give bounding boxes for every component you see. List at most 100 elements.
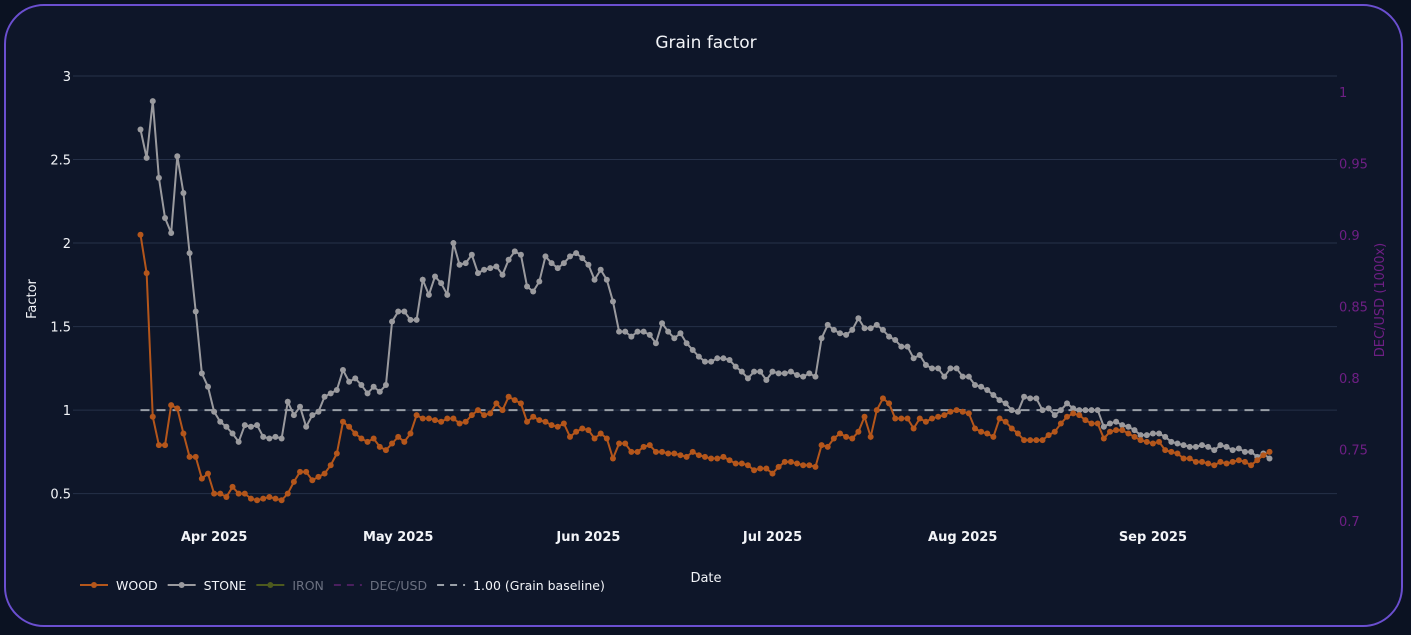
- legend-label: 1.00 (Grain baseline): [473, 578, 605, 593]
- data-point: [971, 382, 978, 389]
- data-point: [180, 189, 187, 196]
- data-point: [910, 355, 917, 362]
- legend-item-iron[interactable]: IRON: [256, 578, 324, 593]
- data-point: [843, 433, 850, 440]
- data-point: [990, 433, 997, 440]
- data-point: [266, 435, 273, 442]
- data-point: [628, 448, 635, 455]
- data-point: [1143, 432, 1150, 439]
- data-point: [892, 415, 899, 422]
- data-point: [413, 316, 420, 323]
- data-point: [204, 383, 211, 390]
- data-point: [235, 490, 242, 497]
- data-point: [1008, 407, 1015, 414]
- data-point: [511, 248, 518, 255]
- data-point: [898, 343, 905, 350]
- data-point: [315, 473, 322, 480]
- data-point: [395, 433, 402, 440]
- data-point: [787, 458, 794, 465]
- x-tick-label: Sep 2025: [1119, 530, 1187, 545]
- data-point: [867, 433, 874, 440]
- data-point: [493, 263, 500, 270]
- data-point: [781, 370, 788, 377]
- data-point: [1113, 418, 1120, 425]
- data-point: [1235, 445, 1242, 452]
- data-point: [432, 273, 439, 280]
- chart-card: [4, 4, 1403, 627]
- data-point: [708, 358, 715, 365]
- y-tick-label: 3: [63, 70, 71, 85]
- legend-label: IRON: [292, 578, 324, 593]
- data-point: [425, 415, 432, 422]
- gridlines: [73, 75, 1337, 495]
- data-point: [517, 400, 524, 407]
- data-point: [530, 288, 537, 295]
- data-point: [824, 443, 831, 450]
- data-point: [1002, 400, 1009, 407]
- data-point: [1057, 407, 1064, 414]
- data-point: [567, 433, 574, 440]
- data-point: [137, 231, 144, 238]
- data-point: [530, 413, 537, 420]
- data-point: [536, 278, 543, 285]
- series-stone: [137, 98, 1273, 462]
- data-point: [217, 490, 224, 497]
- legend-item-dec-usd[interactable]: DEC/USD: [333, 578, 427, 593]
- x-tick-label: Jul 2025: [742, 530, 802, 545]
- data-point: [505, 393, 512, 400]
- legend-item-1-00-grain-baseline-[interactable]: 1.00 (Grain baseline): [437, 578, 605, 593]
- data-point: [229, 430, 236, 437]
- data-point: [1070, 405, 1077, 412]
- data-point: [573, 250, 580, 257]
- x-axis-title: Date: [690, 571, 721, 586]
- data-point: [364, 390, 371, 397]
- data-point: [843, 331, 850, 338]
- data-point: [616, 328, 623, 335]
- data-point: [720, 355, 727, 362]
- data-point: [505, 256, 512, 263]
- data-point: [646, 331, 653, 338]
- data-point: [646, 442, 653, 449]
- data-point: [1131, 427, 1138, 434]
- data-point: [591, 435, 598, 442]
- data-point: [321, 470, 328, 477]
- y-tick-label: 2.5: [50, 154, 71, 169]
- data-point: [290, 412, 297, 419]
- data-point: [536, 417, 543, 424]
- data-point: [358, 382, 365, 389]
- data-point: [1199, 458, 1206, 465]
- data-point: [339, 418, 346, 425]
- y2-tick-label: 0.95: [1339, 158, 1368, 173]
- data-point: [395, 308, 402, 315]
- data-point: [1248, 448, 1255, 455]
- data-point: [1174, 440, 1181, 447]
- data-point: [634, 328, 641, 335]
- data-point: [1137, 432, 1144, 439]
- data-point: [1106, 428, 1113, 435]
- data-point: [376, 443, 383, 450]
- data-point: [358, 435, 365, 442]
- data-point: [652, 448, 659, 455]
- data-point: [149, 413, 156, 420]
- data-point: [738, 368, 745, 375]
- data-point: [1223, 443, 1230, 450]
- legend-item-stone[interactable]: STONE: [167, 578, 247, 593]
- data-point: [1149, 440, 1156, 447]
- data-point: [714, 355, 721, 362]
- data-point: [916, 351, 923, 358]
- legend-label: DEC/USD: [370, 578, 427, 593]
- data-point: [775, 463, 782, 470]
- data-point: [744, 375, 751, 382]
- legend-item-wood[interactable]: WOOD: [80, 578, 158, 593]
- data-point: [560, 260, 567, 267]
- data-point: [996, 397, 1003, 404]
- data-point: [370, 435, 377, 442]
- data-point: [1168, 438, 1175, 445]
- data-point: [769, 470, 776, 477]
- data-point: [327, 462, 334, 469]
- data-point: [462, 260, 469, 267]
- data-point: [186, 250, 193, 257]
- y2-tick-label: 0.8: [1339, 372, 1360, 387]
- data-point: [272, 433, 279, 440]
